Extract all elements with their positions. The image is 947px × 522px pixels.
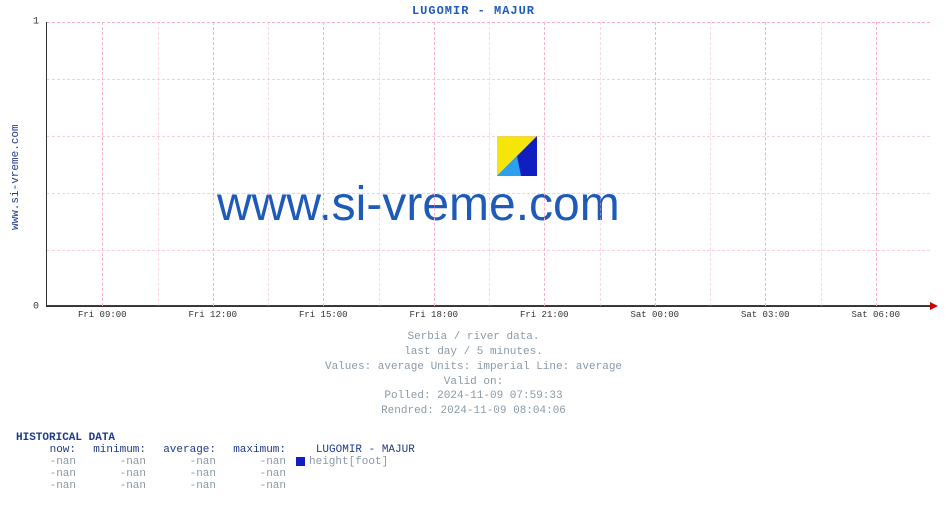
cell: -nan	[16, 480, 86, 492]
col-header: minimum:	[86, 444, 156, 456]
unit-cell: height[foot]	[296, 456, 496, 468]
y-tick-label: 1	[33, 17, 39, 28]
cell: -nan	[86, 480, 156, 492]
meta-line: Serbia / river data.	[0, 330, 947, 345]
x-axis-arrow	[930, 302, 938, 310]
historical-title: HISTORICAL DATA	[16, 432, 496, 444]
cell: -nan	[86, 456, 156, 468]
grid-line-v-minor	[379, 22, 380, 306]
meta-block: Serbia / river data. last day / 5 minute…	[0, 330, 947, 419]
table-header-row: now: minimum: average: maximum: LUGOMIR …	[16, 444, 496, 456]
grid-line-v	[213, 22, 214, 306]
meta-line: Polled: 2024-11-09 07:59:33	[0, 389, 947, 404]
grid-line-v-minor	[268, 22, 269, 306]
grid-line-v-minor	[600, 22, 601, 306]
x-tick-label: Fri 15:00	[299, 310, 348, 320]
historical-table: now: minimum: average: maximum: LUGOMIR …	[16, 444, 496, 492]
series-marker-icon	[296, 457, 305, 466]
y-tick-label: 0	[33, 302, 39, 313]
grid-line-v-minor	[710, 22, 711, 306]
cell: -nan	[16, 456, 86, 468]
cell: -nan	[86, 468, 156, 480]
grid-line-v	[544, 22, 545, 306]
cell: -nan	[16, 468, 86, 480]
grid-line-v	[323, 22, 324, 306]
x-axis-line	[47, 305, 935, 306]
grid-line-v	[655, 22, 656, 306]
col-header: maximum:	[226, 444, 296, 456]
historical-block: HISTORICAL DATA now: minimum: average: m…	[16, 432, 496, 492]
cell: -nan	[156, 480, 226, 492]
x-tick-label: Fri 18:00	[409, 310, 458, 320]
x-tick-label: Fri 21:00	[520, 310, 569, 320]
col-header: now:	[16, 444, 86, 456]
plot-area: www.si-vreme.com 01Fri 09:00Fri 12:00Fri…	[46, 22, 930, 307]
grid-line-v	[102, 22, 103, 306]
grid-line-v	[765, 22, 766, 306]
logo-icon	[497, 136, 537, 176]
x-tick-label: Sat 00:00	[630, 310, 679, 320]
grid-line-v	[434, 22, 435, 306]
watermark-text: www.si-vreme.com	[217, 177, 620, 232]
cell: -nan	[156, 468, 226, 480]
cell: -nan	[226, 480, 296, 492]
chart-title: LUGOMIR - MAJUR	[0, 4, 947, 18]
table-row: -nan -nan -nan -nan height[foot]	[16, 456, 496, 468]
x-tick-label: Sat 06:00	[851, 310, 900, 320]
grid-line-v-minor	[158, 22, 159, 306]
y-axis-label: www.si-vreme.com	[10, 124, 22, 230]
meta-line: Valid on:	[0, 375, 947, 390]
x-tick-label: Fri 12:00	[188, 310, 237, 320]
x-tick-label: Sat 03:00	[741, 310, 790, 320]
x-tick-label: Fri 09:00	[78, 310, 127, 320]
meta-line: last day / 5 minutes.	[0, 345, 947, 360]
cell: -nan	[226, 456, 296, 468]
table-row: -nan -nan -nan -nan	[16, 480, 496, 492]
table-row: -nan -nan -nan -nan	[16, 468, 496, 480]
meta-line: Values: average Units: imperial Line: av…	[0, 360, 947, 375]
cell: -nan	[226, 468, 296, 480]
grid-line-v-minor	[821, 22, 822, 306]
grid-line-v-minor	[489, 22, 490, 306]
meta-line: Rendred: 2024-11-09 08:04:06	[0, 404, 947, 419]
grid-line-v	[876, 22, 877, 306]
cell: -nan	[156, 456, 226, 468]
series-header: LUGOMIR - MAJUR	[296, 444, 496, 456]
col-header: average:	[156, 444, 226, 456]
